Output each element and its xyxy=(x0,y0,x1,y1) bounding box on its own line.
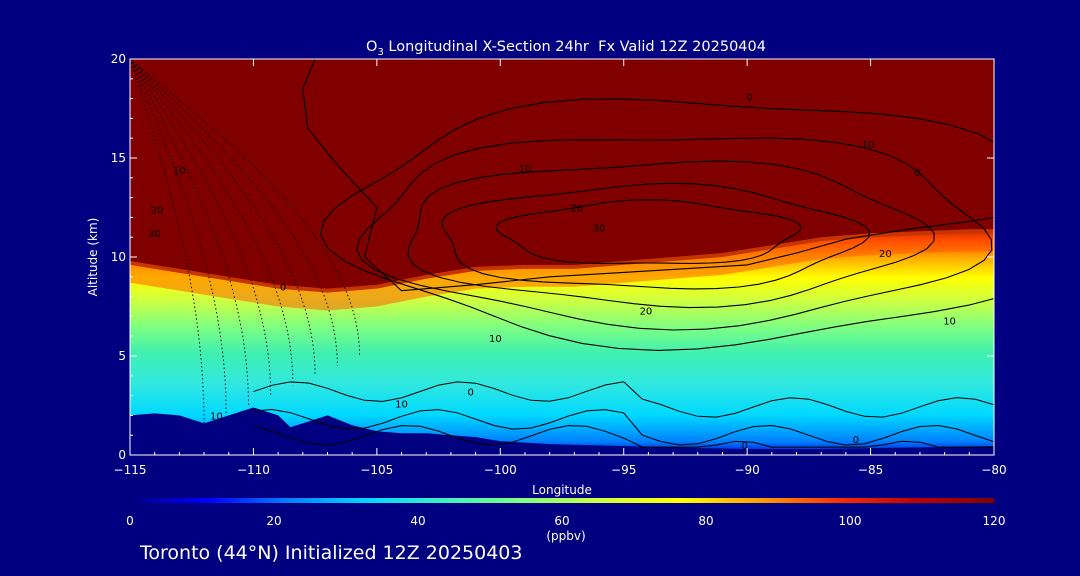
contour-label: 20 xyxy=(570,203,583,214)
contour-line xyxy=(302,59,994,292)
x-tick-label: −105 xyxy=(360,463,393,477)
contour-label: 30 xyxy=(593,223,606,234)
contour-line xyxy=(320,98,994,351)
y-tick-label: 20 xyxy=(111,52,126,66)
terrain-surface xyxy=(130,407,994,455)
tropopause-transition-band xyxy=(130,229,994,311)
contour-line xyxy=(253,381,994,418)
contour-label: 20 xyxy=(151,205,164,216)
x-axis: −115 −110 −105 −100 −95 −90 −85 −80 xyxy=(114,59,1007,477)
contour-label: 0 xyxy=(280,283,286,294)
contour-label: 0 xyxy=(853,435,859,446)
contour-line xyxy=(356,137,993,331)
x-tick-label: −90 xyxy=(734,463,759,477)
initialization-caption: Toronto (44°N) Initialized 12Z 20250403 xyxy=(140,542,523,564)
contour-line-dotted xyxy=(130,59,294,386)
x-tick-label: −95 xyxy=(611,463,636,477)
contour-line-dotted xyxy=(130,59,338,366)
y-axis-label: Altitude (km) xyxy=(86,218,100,297)
x-tick-label: −115 xyxy=(114,463,147,477)
contour-label: 0 xyxy=(467,388,473,399)
contour-line xyxy=(441,182,871,290)
contour-label: 20 xyxy=(879,249,892,260)
x-axis-label: Longitude xyxy=(532,483,592,497)
x-tick-label: −85 xyxy=(858,463,883,477)
colorbar-label: (ppbv) xyxy=(546,529,585,543)
contour-label: 20 xyxy=(640,306,653,317)
x-tick-label: −100 xyxy=(484,463,517,477)
y-axis: 0 5 10 15 20 xyxy=(111,52,994,462)
plot-area: 0 0 0 0 0 0 10 10 10 10 10 10 10 20 20 20 20 30 30 xyxy=(130,59,994,455)
contour-labels: 0 0 0 0 0 0 10 10 10 10 10 10 10 20 20 20 20 30 30 xyxy=(148,93,956,452)
colorbar xyxy=(130,498,994,503)
contour-label: 10 xyxy=(210,411,223,422)
colorbar-tick-label: 0 xyxy=(126,514,134,528)
contour-label: 10 xyxy=(943,316,956,327)
ozone-contours xyxy=(130,59,994,448)
y-tick-label: 5 xyxy=(118,349,126,363)
colorbar-tick-label: 20 xyxy=(266,514,281,528)
contour-label: 10 xyxy=(862,140,875,151)
x-tick-label: −80 xyxy=(981,463,1006,477)
colorbar-tick-label: 120 xyxy=(983,514,1006,528)
contour-label: 10 xyxy=(173,166,186,177)
y-tick-label: 15 xyxy=(111,151,126,165)
y-tick-label: 0 xyxy=(118,448,126,462)
contour-line-dotted xyxy=(130,59,227,416)
contour-line xyxy=(407,160,935,309)
contour-line-dotted xyxy=(130,59,361,357)
contour-label: 0 xyxy=(746,93,752,104)
contour-line xyxy=(253,425,994,448)
contour-label: 10 xyxy=(519,164,532,175)
contour-label: 0 xyxy=(914,168,920,179)
colorbar-tick-label: 60 xyxy=(554,514,569,528)
colorbar-tick-label: 100 xyxy=(839,514,862,528)
contour-label: 10 xyxy=(489,334,502,345)
x-tick-label: −110 xyxy=(237,463,270,477)
contour-label: 10 xyxy=(395,399,408,410)
contour-label: 0 xyxy=(741,441,747,452)
chart-title: O3 Longitudinal X-Section 24hr Fx Valid … xyxy=(366,39,766,58)
contour-line xyxy=(495,199,802,264)
contour-label: 30 xyxy=(148,229,161,240)
colorbar-tick-label: 80 xyxy=(698,514,713,528)
y-tick-label: 10 xyxy=(111,250,126,264)
contour-line xyxy=(253,408,994,446)
colorbar-tick-label: 40 xyxy=(410,514,425,528)
colorbar-ticks: 0 20 40 60 80 100 120 xyxy=(126,514,1005,528)
contour-line-dotted xyxy=(130,59,249,406)
